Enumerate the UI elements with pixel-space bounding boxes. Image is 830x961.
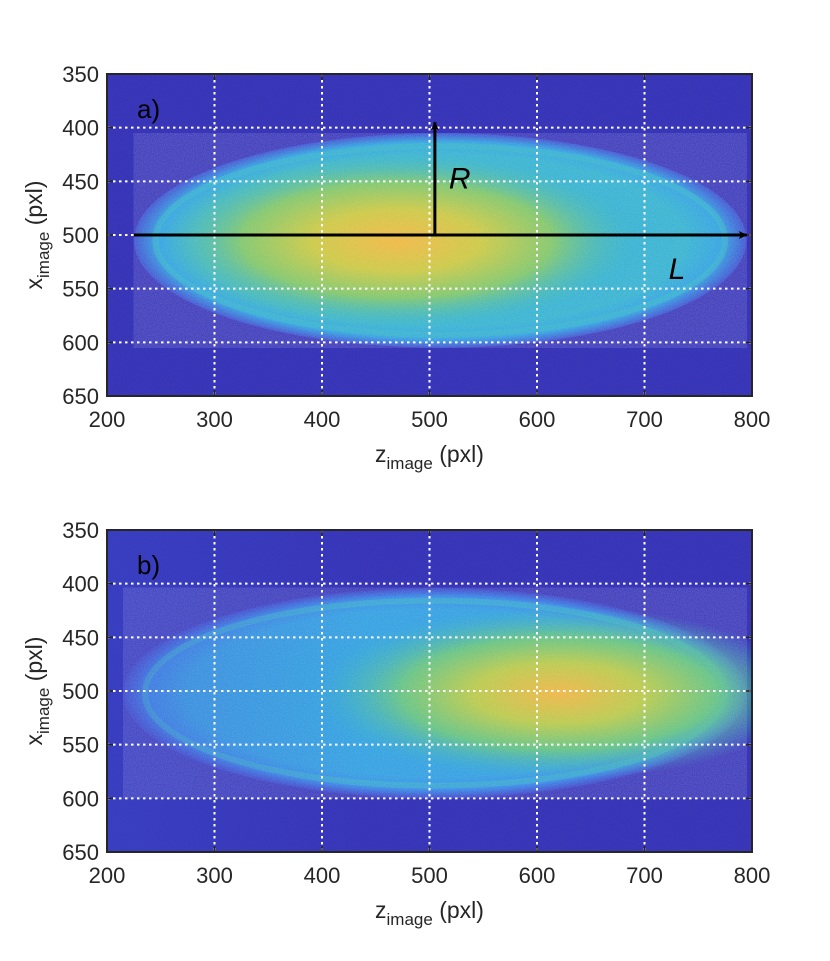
- y-axis-label-sub: image: [34, 688, 53, 734]
- x-tick-label: 400: [304, 407, 341, 432]
- x-axis-label-sub: image: [387, 454, 433, 473]
- heatmap-image: [107, 530, 752, 852]
- x-tick-label: 500: [411, 863, 448, 888]
- x-axis-label-sub: image: [387, 910, 433, 929]
- y-axis-label-main: x: [21, 277, 47, 289]
- y-axis-label: ximage (pxl): [21, 181, 53, 290]
- x-axis-label-unit: (pxl): [433, 441, 484, 467]
- panel-b: 200 300 400 500 600 700 800 350 400 450 500 550 600 6…: [21, 518, 771, 929]
- x-tick-label: 300: [196, 407, 233, 432]
- y-tick-label: 550: [62, 733, 99, 758]
- y-axis-label-main: x: [21, 733, 47, 745]
- annotation-l: L: [669, 253, 686, 286]
- x-tick-label: 500: [411, 407, 448, 432]
- y-tick-label: 500: [62, 223, 99, 248]
- cloud-noise: [133, 133, 747, 348]
- y-axis-label-unit: (pxl): [21, 181, 47, 232]
- y-axis-label-unit: (pxl): [21, 637, 47, 688]
- y-tick-label: 600: [62, 330, 99, 355]
- cloud-noise: [123, 587, 747, 799]
- x-tick-label: 200: [89, 407, 126, 432]
- x-tick-label: 800: [734, 863, 771, 888]
- x-axis-label-main: z: [375, 441, 387, 467]
- x-tick-label: 600: [519, 863, 556, 888]
- panel-label: a): [137, 94, 160, 124]
- y-tick-label: 600: [62, 786, 99, 811]
- x-tick-label: 400: [304, 863, 341, 888]
- x-axis-label-unit: (pxl): [433, 897, 484, 923]
- x-tick-label: 200: [89, 863, 126, 888]
- y-tick-label: 650: [62, 840, 99, 865]
- x-tick-label: 700: [626, 863, 663, 888]
- y-axis-label-sub: image: [34, 232, 53, 278]
- x-axis-label-main: z: [375, 897, 387, 923]
- panel-label: b): [137, 550, 160, 580]
- y-tick-label: 650: [62, 384, 99, 409]
- y-axis-label: ximage (pxl): [21, 637, 53, 746]
- y-tick-label: 400: [62, 572, 99, 597]
- x-tick-label: 700: [626, 407, 663, 432]
- x-tick-label: 600: [519, 407, 556, 432]
- panel-a: 200 300 400 500 600 700 800 350 400 450 500 550 600 6…: [21, 62, 770, 473]
- y-tick-label: 450: [62, 169, 99, 194]
- y-tick-label: 400: [62, 116, 99, 141]
- x-axis-label: zimage (pxl): [375, 897, 484, 929]
- y-tick-label: 450: [62, 625, 99, 650]
- x-tick-label: 800: [734, 407, 771, 432]
- y-tick-label: 350: [62, 62, 99, 87]
- x-axis-label: zimage (pxl): [375, 441, 484, 473]
- y-tick-label: 550: [62, 277, 99, 302]
- y-tick-label: 500: [62, 679, 99, 704]
- x-tick-label: 300: [196, 863, 233, 888]
- y-tick-label: 350: [62, 518, 99, 543]
- annotation-r: R: [449, 163, 471, 196]
